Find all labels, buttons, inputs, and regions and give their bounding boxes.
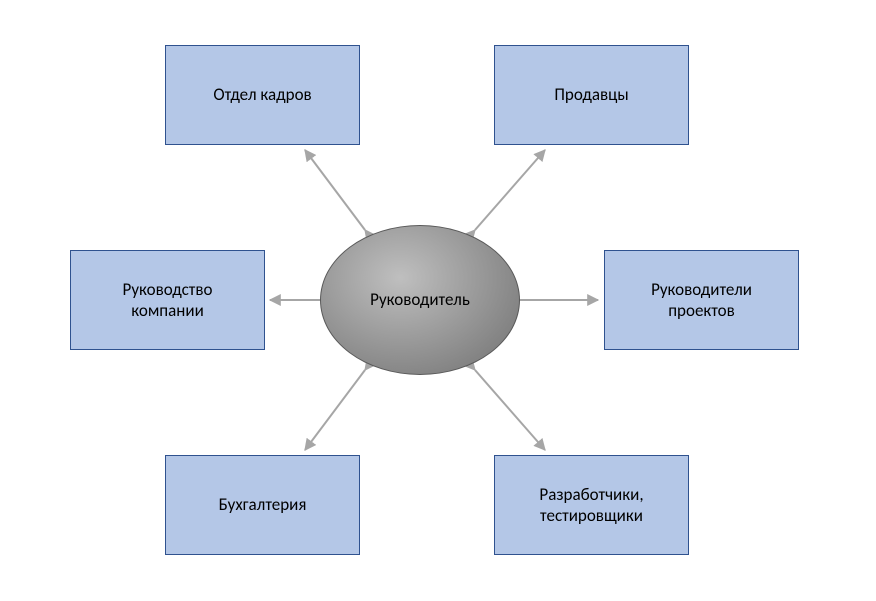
edge-center-hr xyxy=(305,150,365,230)
edge-center-sales xyxy=(475,150,545,230)
node-pm: Руководителипроектов xyxy=(604,250,799,350)
node-dev-label: Разработчики,тестировщики xyxy=(539,484,643,527)
node-hr: Отдел кадров xyxy=(165,45,360,145)
node-acct-label: Бухгалтерия xyxy=(219,494,307,515)
center-node: Руководитель xyxy=(320,225,520,375)
edge-center-dev xyxy=(475,370,545,450)
center-node-label: Руководитель xyxy=(370,289,470,310)
node-mgmt: Руководствокомпании xyxy=(70,250,265,350)
node-dev: Разработчики,тестировщики xyxy=(494,455,689,555)
node-acct: Бухгалтерия xyxy=(165,455,360,555)
node-sales: Продавцы xyxy=(494,45,689,145)
diagram-canvas: Руководитель Отдел кадров Продавцы Руков… xyxy=(0,0,876,601)
node-mgmt-label: Руководствокомпании xyxy=(123,279,213,322)
node-hr-label: Отдел кадров xyxy=(213,84,311,105)
edge-center-acct xyxy=(305,370,365,450)
node-pm-label: Руководителипроектов xyxy=(651,279,752,322)
node-sales-label: Продавцы xyxy=(554,84,628,105)
